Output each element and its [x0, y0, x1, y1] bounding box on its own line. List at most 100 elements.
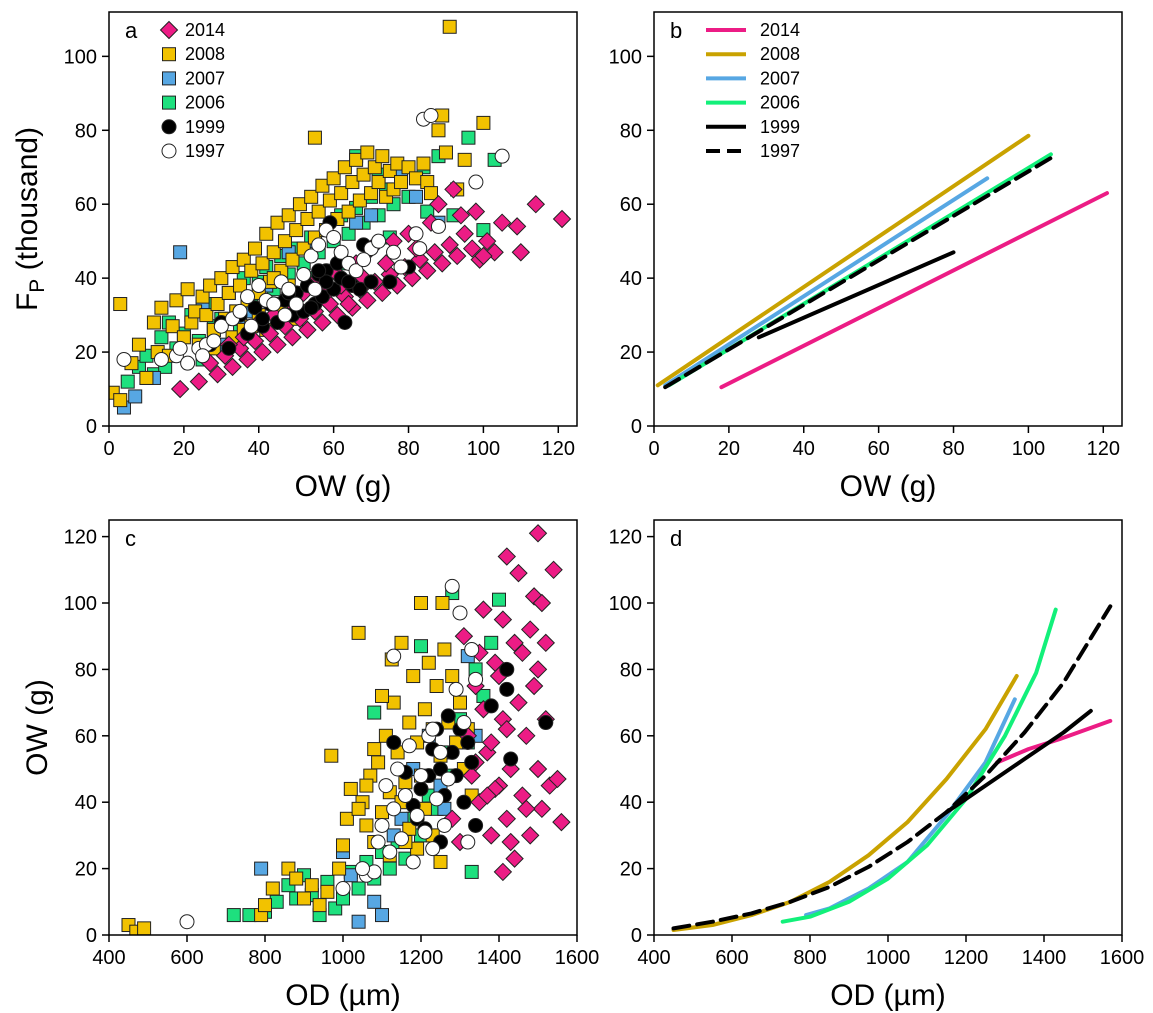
- point-2014: [283, 328, 302, 347]
- point-1999: [464, 754, 480, 770]
- y-tick-label: 60: [75, 194, 97, 216]
- point-1997: [333, 244, 349, 260]
- point-2008: [438, 145, 453, 160]
- point-2008: [375, 149, 390, 164]
- point-2014: [517, 799, 536, 819]
- point-2014: [170, 379, 190, 399]
- point-2006: [382, 861, 397, 876]
- x-tick-label: 120: [1087, 438, 1120, 460]
- point-2008: [292, 197, 307, 212]
- point-1999: [468, 817, 484, 833]
- point-2014: [238, 350, 257, 369]
- x-tick-label: 1400: [1022, 947, 1067, 969]
- point-2008: [146, 315, 161, 330]
- point-1997: [429, 791, 445, 807]
- point-1997: [374, 817, 390, 833]
- point-2008: [401, 160, 416, 175]
- point-2008: [315, 178, 330, 193]
- point-2008: [289, 871, 304, 886]
- point-1997: [243, 318, 259, 334]
- point-2014: [268, 335, 287, 354]
- x-tick-label: 1600: [1100, 947, 1145, 969]
- point-2008: [442, 19, 457, 34]
- point-1997: [412, 241, 428, 257]
- y-tick-label: 20: [75, 342, 97, 364]
- point-2008: [248, 241, 263, 256]
- point-2008: [386, 695, 401, 710]
- point-2014: [528, 524, 548, 543]
- point-2007: [351, 914, 366, 929]
- x-tick-label: 60: [323, 438, 345, 460]
- point-1997: [266, 296, 282, 312]
- point-1997: [468, 174, 484, 190]
- y-axis-label-sub: P: [26, 279, 49, 293]
- y-tick-label: 100: [609, 46, 642, 68]
- point-2006: [341, 226, 356, 241]
- point-2008: [435, 596, 450, 610]
- point-2007: [409, 189, 424, 204]
- point-1997: [425, 721, 441, 737]
- x-tick-label: 120: [542, 438, 575, 460]
- point-2008: [304, 878, 319, 893]
- point-2014: [418, 261, 437, 280]
- y-tick-label: 40: [620, 792, 642, 814]
- point-2008: [367, 742, 382, 757]
- series-line-2008: [655, 133, 1031, 388]
- point-2014: [513, 786, 532, 805]
- point-2014: [526, 195, 546, 214]
- point-2006: [484, 635, 499, 650]
- point-2014: [497, 719, 517, 739]
- point-2008: [113, 393, 128, 408]
- x-tick-label: 600: [170, 947, 203, 969]
- legend-label-1999: 1999: [185, 117, 225, 137]
- point-2008: [351, 625, 366, 640]
- point-2014: [376, 254, 396, 273]
- x-tick-label: 80: [397, 438, 419, 460]
- legend-marker-2006: [162, 95, 176, 110]
- x-tick-label: 100: [467, 438, 500, 460]
- point-2014: [462, 239, 482, 258]
- legend-marker-1997: [161, 143, 177, 159]
- point-1997: [326, 229, 342, 245]
- point-2006: [414, 639, 428, 654]
- point-2006: [242, 908, 257, 923]
- point-2008: [367, 160, 382, 175]
- plot-frame: [653, 519, 1123, 936]
- point-2008: [349, 152, 364, 167]
- point-2008: [169, 293, 184, 308]
- point-1999: [318, 274, 334, 290]
- point-1997: [413, 768, 429, 784]
- x-axis-label: OD (µm): [830, 979, 946, 1012]
- point-2008: [371, 755, 386, 770]
- point-1999: [386, 734, 402, 750]
- legend-label-2014: 2014: [760, 20, 800, 40]
- point-2008: [165, 319, 180, 334]
- point-2008: [352, 193, 367, 208]
- point-2014: [511, 243, 531, 262]
- point-2014: [478, 786, 497, 805]
- y-tick-label: 0: [86, 925, 97, 947]
- point-2006: [269, 894, 284, 909]
- x-axis-label: OD (µm): [285, 979, 401, 1012]
- point-1997: [456, 715, 472, 731]
- point-2006: [351, 881, 366, 896]
- point-2014: [189, 372, 209, 391]
- point-2008: [410, 841, 425, 856]
- point-1997: [355, 861, 370, 877]
- point-1997: [307, 281, 323, 297]
- point-2008: [311, 204, 326, 219]
- x-tick-label: 20: [173, 438, 195, 460]
- point-1997: [281, 281, 297, 297]
- point-2008: [334, 186, 349, 201]
- point-1999: [382, 274, 398, 290]
- y-tick-label: 80: [75, 659, 97, 681]
- point-1999: [456, 794, 472, 810]
- point-2008: [332, 861, 347, 876]
- y-tick-label: 100: [609, 593, 642, 615]
- point-2014: [444, 180, 463, 199]
- series-line-1999: [944, 708, 1093, 815]
- x-axis-label: OW (g): [295, 470, 392, 503]
- y-axis-label: FP (thousand): [11, 127, 49, 311]
- point-2014: [429, 195, 448, 214]
